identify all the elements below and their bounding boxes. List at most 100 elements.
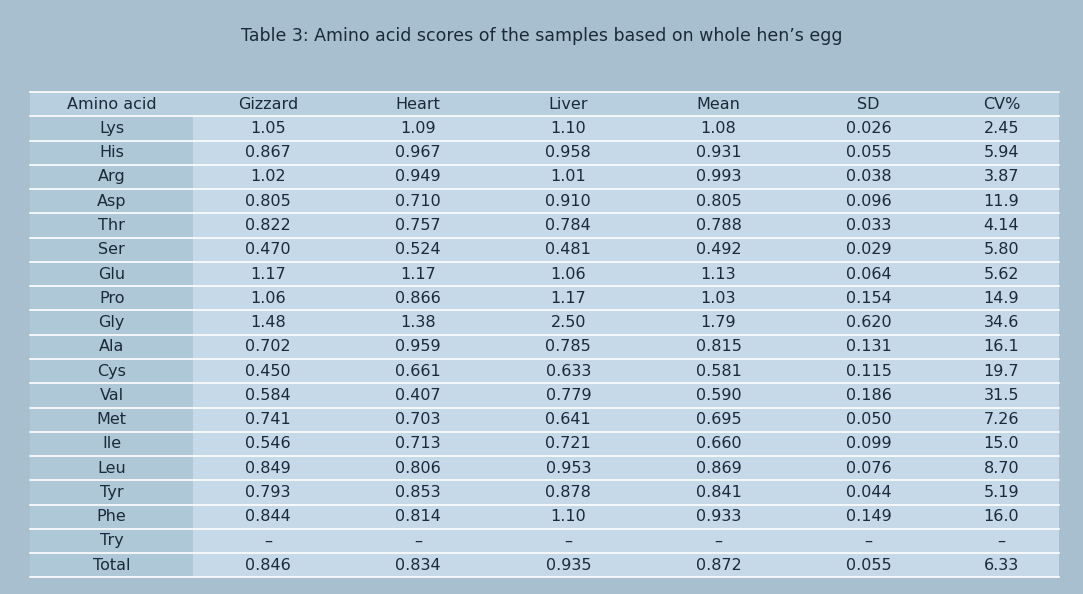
Text: Table 3: Amino acid scores of the samples based on whole hen’s egg: Table 3: Amino acid scores of the sample… — [240, 27, 843, 45]
Text: 0.620: 0.620 — [846, 315, 891, 330]
Text: 31.5: 31.5 — [983, 388, 1019, 403]
Text: 16.0: 16.0 — [983, 509, 1019, 525]
Text: His: His — [100, 145, 125, 160]
Text: Mean: Mean — [696, 97, 741, 112]
Text: 1.10: 1.10 — [550, 121, 586, 136]
Text: 0.814: 0.814 — [395, 509, 441, 525]
Text: 0.849: 0.849 — [245, 461, 291, 476]
Text: 0.741: 0.741 — [245, 412, 291, 427]
Text: 0.805: 0.805 — [245, 194, 291, 208]
Text: 0.076: 0.076 — [846, 461, 891, 476]
Text: Leu: Leu — [97, 461, 126, 476]
Text: 0.834: 0.834 — [395, 558, 441, 573]
Text: 0.757: 0.757 — [395, 218, 441, 233]
Text: 0.866: 0.866 — [395, 291, 441, 306]
Text: 0.660: 0.660 — [695, 437, 741, 451]
Text: –: – — [997, 533, 1005, 548]
Text: 5.94: 5.94 — [983, 145, 1019, 160]
Text: –: – — [864, 533, 873, 548]
Text: 0.785: 0.785 — [546, 339, 591, 355]
Text: Cys: Cys — [97, 364, 126, 378]
Text: 0.033: 0.033 — [846, 218, 891, 233]
Text: Gly: Gly — [99, 315, 125, 330]
Text: 1.05: 1.05 — [250, 121, 286, 136]
Text: 34.6: 34.6 — [983, 315, 1019, 330]
Text: –: – — [564, 533, 573, 548]
Text: Ser: Ser — [99, 242, 125, 257]
Text: 0.115: 0.115 — [846, 364, 891, 378]
Text: 0.546: 0.546 — [246, 437, 291, 451]
Text: 1.03: 1.03 — [701, 291, 736, 306]
Text: 0.815: 0.815 — [695, 339, 742, 355]
Text: 0.721: 0.721 — [546, 437, 591, 451]
Text: SD: SD — [858, 97, 879, 112]
Text: 0.099: 0.099 — [846, 437, 891, 451]
Text: 0.038: 0.038 — [846, 169, 891, 185]
Text: 0.154: 0.154 — [846, 291, 891, 306]
Text: 0.788: 0.788 — [695, 218, 742, 233]
Text: –: – — [414, 533, 422, 548]
Text: 4.14: 4.14 — [983, 218, 1019, 233]
Text: 0.953: 0.953 — [546, 461, 591, 476]
Text: 0.584: 0.584 — [245, 388, 291, 403]
Text: 1.17: 1.17 — [550, 291, 586, 306]
Text: 3.87: 3.87 — [983, 169, 1019, 185]
Text: 0.590: 0.590 — [695, 388, 741, 403]
Text: 0.492: 0.492 — [695, 242, 741, 257]
Text: 0.481: 0.481 — [546, 242, 591, 257]
Text: Heart: Heart — [395, 97, 441, 112]
Text: Arg: Arg — [97, 169, 126, 185]
Text: 7.26: 7.26 — [983, 412, 1019, 427]
Text: 0.931: 0.931 — [695, 145, 741, 160]
Text: 0.878: 0.878 — [546, 485, 591, 500]
Text: 0.779: 0.779 — [546, 388, 591, 403]
Text: 1.17: 1.17 — [401, 267, 436, 282]
Text: Met: Met — [96, 412, 127, 427]
Text: Ile: Ile — [102, 437, 121, 451]
Text: 0.131: 0.131 — [846, 339, 891, 355]
Text: 0.450: 0.450 — [246, 364, 291, 378]
Text: 14.9: 14.9 — [983, 291, 1019, 306]
Text: 0.784: 0.784 — [546, 218, 591, 233]
Text: 5.19: 5.19 — [983, 485, 1019, 500]
Text: 5.80: 5.80 — [983, 242, 1019, 257]
Text: 0.149: 0.149 — [846, 509, 891, 525]
Text: 0.710: 0.710 — [395, 194, 441, 208]
Text: –: – — [264, 533, 272, 548]
Text: 0.853: 0.853 — [395, 485, 441, 500]
Text: 1.48: 1.48 — [250, 315, 286, 330]
Text: 0.096: 0.096 — [846, 194, 891, 208]
Text: 0.805: 0.805 — [695, 194, 742, 208]
Text: Phe: Phe — [96, 509, 127, 525]
Text: 0.029: 0.029 — [846, 242, 891, 257]
Text: 1.01: 1.01 — [550, 169, 586, 185]
Text: 0.633: 0.633 — [546, 364, 591, 378]
Text: 19.7: 19.7 — [983, 364, 1019, 378]
Text: Pro: Pro — [99, 291, 125, 306]
Text: 0.967: 0.967 — [395, 145, 441, 160]
Text: Val: Val — [100, 388, 123, 403]
Text: 0.806: 0.806 — [395, 461, 441, 476]
Text: CV%: CV% — [982, 97, 1020, 112]
Text: 0.064: 0.064 — [846, 267, 891, 282]
Text: Amino acid: Amino acid — [67, 97, 157, 112]
Text: 0.050: 0.050 — [846, 412, 891, 427]
Text: 0.713: 0.713 — [395, 437, 441, 451]
Text: Lys: Lys — [100, 121, 125, 136]
Text: 1.02: 1.02 — [250, 169, 286, 185]
Text: 0.702: 0.702 — [246, 339, 291, 355]
Text: 1.06: 1.06 — [250, 291, 286, 306]
Text: Tyr: Tyr — [100, 485, 123, 500]
Text: 0.581: 0.581 — [695, 364, 742, 378]
Text: 5.62: 5.62 — [983, 267, 1019, 282]
Text: 0.869: 0.869 — [695, 461, 742, 476]
Text: Total: Total — [93, 558, 130, 573]
Text: 0.407: 0.407 — [395, 388, 441, 403]
Text: 1.13: 1.13 — [701, 267, 736, 282]
Text: 2.45: 2.45 — [983, 121, 1019, 136]
Text: 0.026: 0.026 — [846, 121, 891, 136]
Text: –: – — [715, 533, 722, 548]
Text: 0.993: 0.993 — [695, 169, 741, 185]
Text: 1.06: 1.06 — [550, 267, 586, 282]
Text: Thr: Thr — [99, 218, 126, 233]
